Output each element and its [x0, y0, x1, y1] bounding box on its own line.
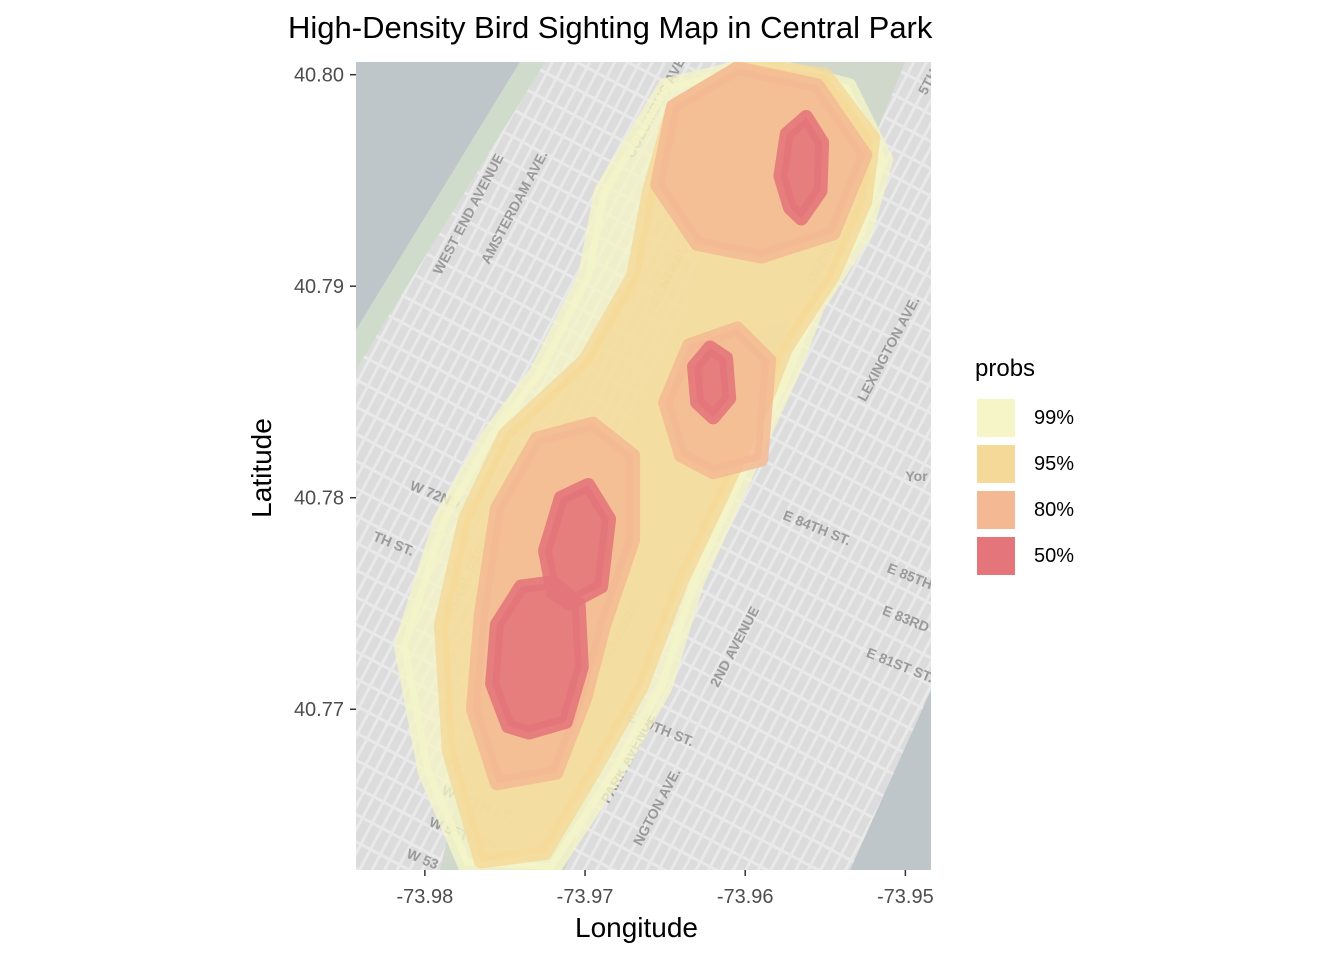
y-axis-title: Latitude [246, 418, 278, 518]
legend-item-95: 95% [975, 441, 1074, 487]
legend-key-99 [975, 397, 1017, 439]
density-region-50 [780, 117, 822, 219]
x-tick-label: -73.97 [557, 886, 614, 908]
density-region-50 [694, 348, 729, 418]
x-tick-label: -73.98 [397, 886, 454, 908]
legend-key-50 [975, 535, 1017, 577]
x-tick-label: -73.95 [877, 886, 934, 908]
y-tick-label: 40.77 [294, 699, 344, 721]
legend-label-95: 95% [1034, 453, 1074, 476]
legend-key-95 [975, 443, 1017, 485]
legend-item-80: 80% [975, 487, 1074, 533]
x-axis-title: Longitude [575, 912, 698, 944]
legend-item-99: 99% [975, 395, 1074, 441]
legend-label-80: 80% [1034, 499, 1074, 522]
density-region-50 [545, 485, 609, 604]
legend: probs 99% 95% 80% 50% [975, 355, 1074, 579]
legend-label-50: 50% [1034, 545, 1074, 568]
street-label: Yor [905, 468, 928, 484]
y-tick-label: 40.79 [294, 276, 344, 298]
legend-item-50: 50% [975, 533, 1074, 579]
legend-title: probs [975, 355, 1074, 383]
y-tick-label: 40.80 [294, 65, 344, 87]
x-tick-label: -73.96 [717, 886, 774, 908]
y-tick-label: 40.78 [294, 488, 344, 510]
legend-key-80 [975, 489, 1017, 531]
legend-label-99: 99% [1034, 407, 1074, 430]
